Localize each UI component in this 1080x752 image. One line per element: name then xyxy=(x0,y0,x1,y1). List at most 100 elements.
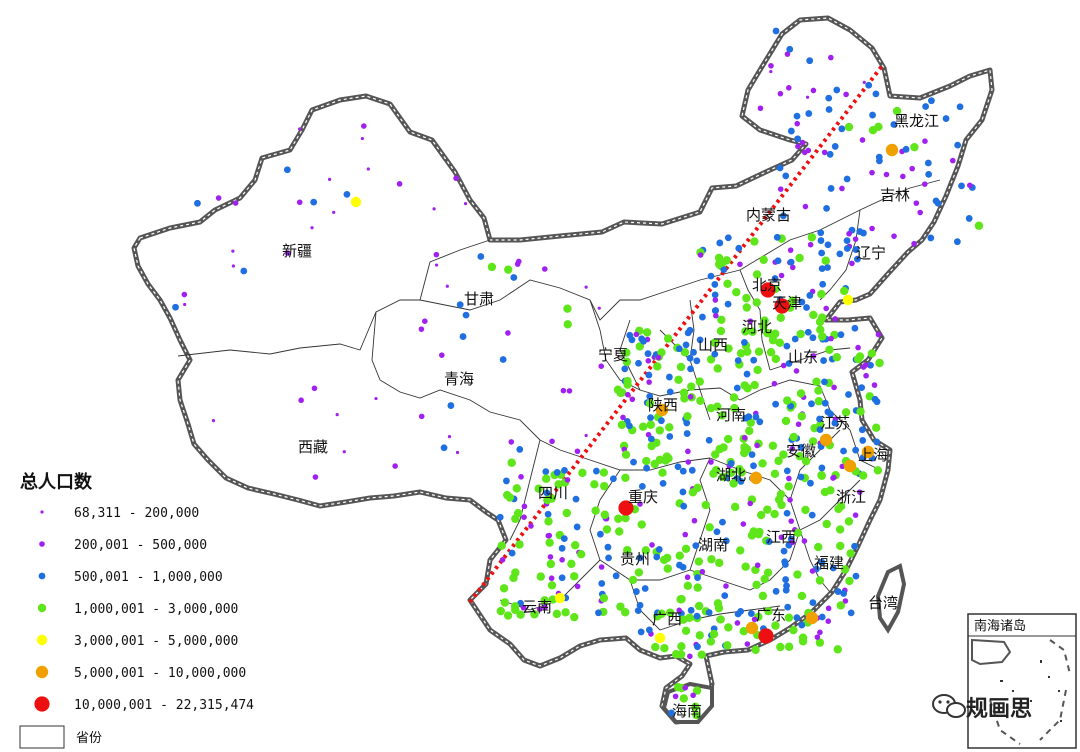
city-point xyxy=(637,501,643,507)
city-point xyxy=(530,610,539,619)
city-point xyxy=(724,234,732,242)
city-point xyxy=(836,601,845,610)
legend-title: 总人口数 xyxy=(20,471,93,493)
city-point xyxy=(828,335,834,342)
city-point xyxy=(692,710,701,720)
legend: 总人口数 68,311 - 200,000 200,001 - 500,000 50… xyxy=(19,471,254,749)
city-point xyxy=(833,86,841,94)
city-point xyxy=(695,377,704,386)
city-point xyxy=(612,572,620,580)
city-point xyxy=(681,544,691,554)
city-point xyxy=(679,694,688,703)
city-point xyxy=(621,473,630,483)
city-point xyxy=(503,477,510,485)
city-point xyxy=(706,404,716,413)
city-point xyxy=(784,642,794,651)
city-point xyxy=(496,513,504,521)
city-point xyxy=(752,413,760,421)
city-point xyxy=(806,57,814,65)
city-point xyxy=(833,645,842,654)
city-point xyxy=(821,256,830,265)
city-point xyxy=(852,572,860,580)
city-point xyxy=(626,422,633,430)
city-point xyxy=(746,418,756,427)
city-point xyxy=(508,439,515,445)
city-point xyxy=(828,54,834,61)
city-point xyxy=(660,644,669,653)
city-point xyxy=(688,466,696,474)
city-point xyxy=(819,280,827,288)
label-jiangxi: 江西 xyxy=(766,528,796,546)
city-point xyxy=(770,509,779,519)
city-point xyxy=(693,612,701,620)
city-point xyxy=(624,391,631,398)
city-point xyxy=(696,396,705,406)
city-point xyxy=(772,587,780,595)
city-point xyxy=(682,341,690,349)
city-point xyxy=(831,384,837,391)
city-point xyxy=(798,637,808,646)
city-point xyxy=(796,389,806,398)
city-point xyxy=(545,538,554,547)
city-point xyxy=(760,282,776,298)
city-point xyxy=(679,488,687,496)
city-point xyxy=(814,397,824,406)
city-point xyxy=(768,441,778,450)
city-point xyxy=(605,554,612,562)
city-point xyxy=(694,643,701,651)
city-point xyxy=(637,520,646,529)
city-point xyxy=(542,266,548,272)
city-point xyxy=(810,87,817,94)
city-point xyxy=(418,413,425,420)
legend-swatch-tier-1 xyxy=(40,510,44,514)
city-point xyxy=(673,683,683,692)
city-point xyxy=(818,613,826,621)
city-point xyxy=(853,255,861,263)
city-point xyxy=(871,382,878,388)
city-point xyxy=(823,204,830,212)
city-point xyxy=(711,465,721,475)
label-zhejiang: 浙江 xyxy=(836,488,866,506)
city-point xyxy=(843,91,849,98)
city-point xyxy=(712,297,719,303)
city-point xyxy=(718,472,727,482)
city-point xyxy=(311,385,318,392)
city-point xyxy=(736,546,745,555)
city-point xyxy=(638,482,646,490)
city-point xyxy=(350,196,362,208)
city-point xyxy=(651,642,660,652)
city-point xyxy=(705,609,713,616)
city-point xyxy=(771,380,778,387)
city-point xyxy=(873,438,881,446)
city-point xyxy=(856,407,865,416)
city-point xyxy=(713,402,722,411)
city-point xyxy=(862,362,869,368)
city-point xyxy=(817,289,826,299)
city-point xyxy=(699,568,706,575)
city-point xyxy=(521,514,527,520)
city-point xyxy=(563,304,572,313)
city-point xyxy=(645,626,653,634)
city-point xyxy=(760,574,769,584)
city-point xyxy=(842,294,854,306)
city-point xyxy=(521,503,528,510)
city-point xyxy=(805,147,812,154)
city-point xyxy=(779,450,788,459)
city-point xyxy=(750,237,759,246)
city-point xyxy=(705,436,713,444)
city-point xyxy=(433,251,440,258)
city-point xyxy=(724,623,733,632)
city-point xyxy=(215,195,222,201)
city-point xyxy=(658,468,667,477)
city-point xyxy=(211,418,216,423)
city-point xyxy=(516,610,525,619)
city-point xyxy=(500,598,510,607)
city-point xyxy=(825,345,834,354)
city-point xyxy=(622,357,632,367)
city-point xyxy=(902,145,910,153)
city-point xyxy=(856,228,864,235)
city-point xyxy=(742,414,749,422)
city-point xyxy=(766,348,776,357)
city-point xyxy=(817,229,825,237)
